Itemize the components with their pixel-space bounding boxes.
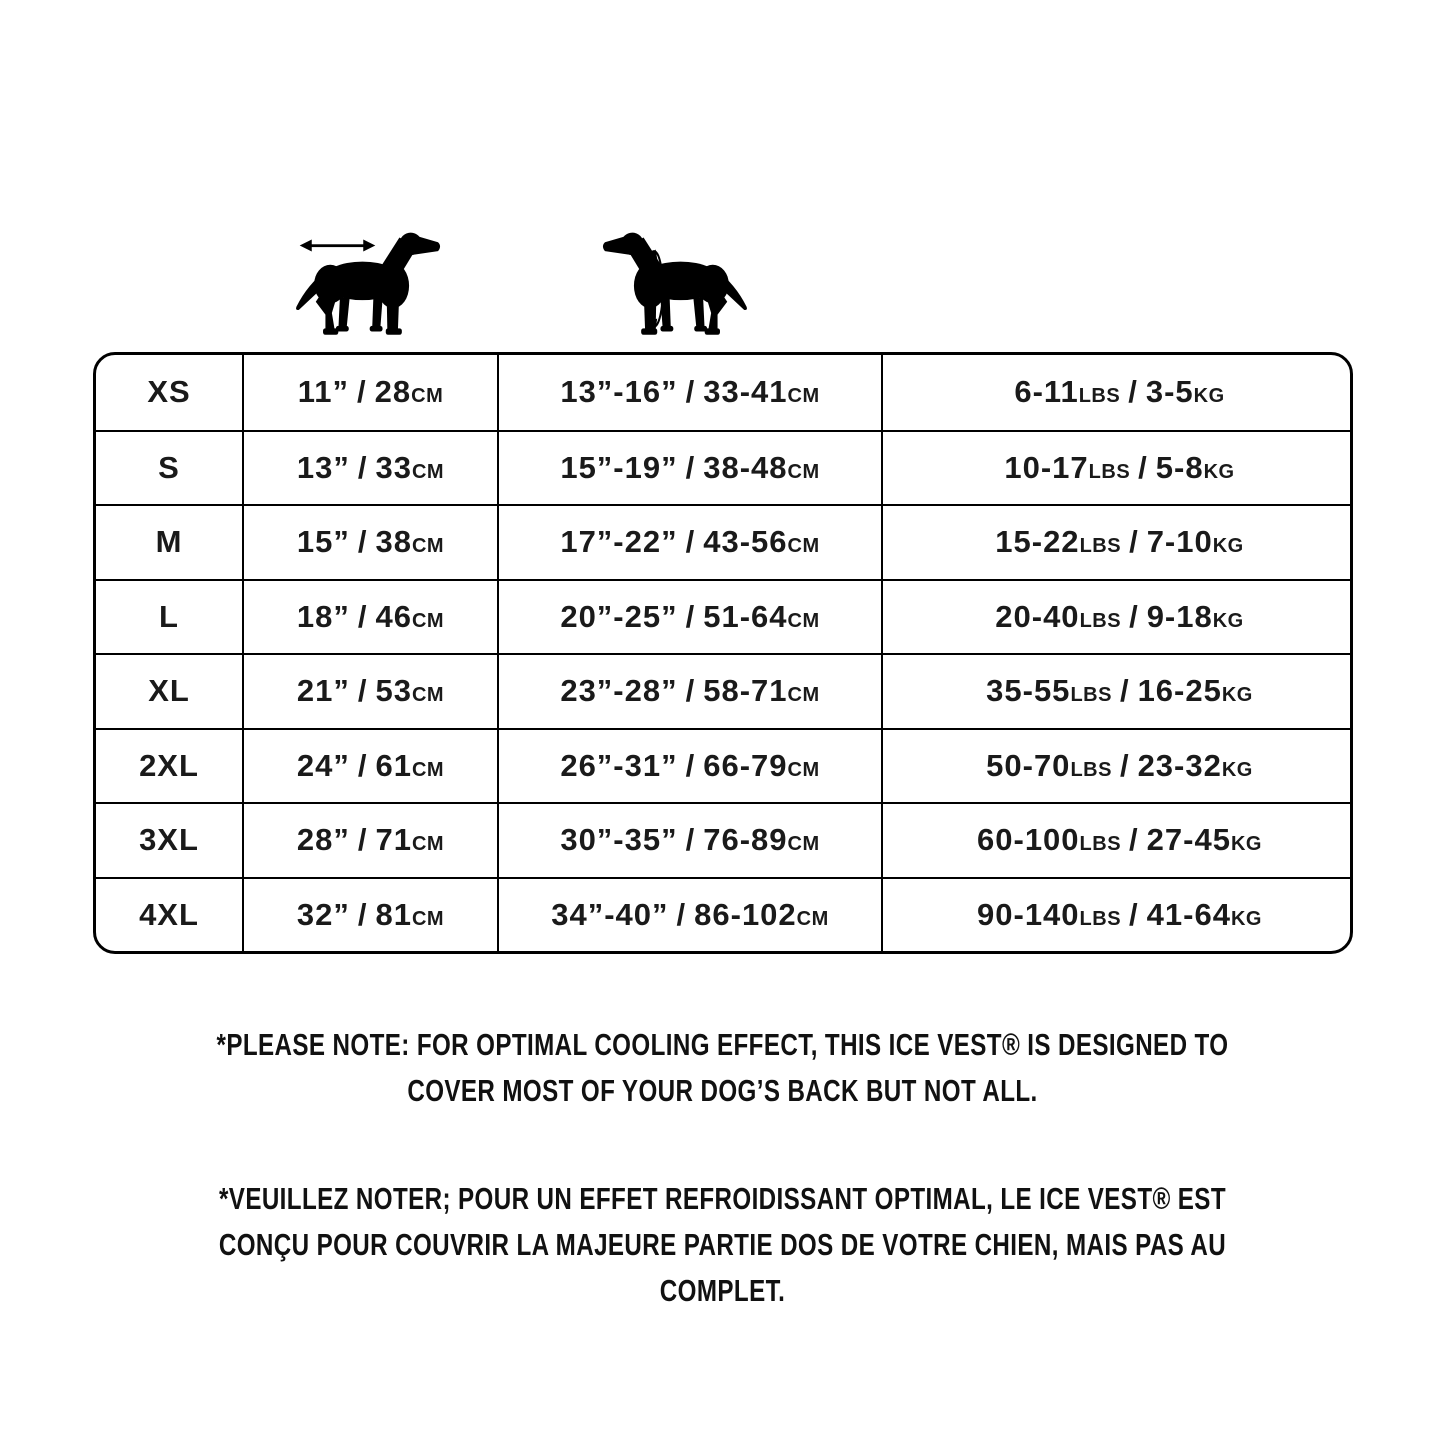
back-length-cell: 32”/81CM	[242, 878, 497, 951]
weight-cell: 6-11LBS/3-5KG	[881, 355, 1350, 430]
size-label: XS	[147, 374, 191, 410]
dog-back-length-icon	[296, 232, 441, 335]
table-row: L 18”/46CM 20”-25”/51-64CM 20-40LBS/9-18…	[96, 578, 1350, 654]
size-cell: 2XL	[96, 730, 242, 803]
size-label: 4XL	[139, 896, 199, 932]
girth-cell: 15”-19”/38-48CM	[497, 431, 881, 504]
back-length-cell: 13”/33CM	[242, 431, 497, 504]
weight-cell: 20-40LBS/9-18KG	[881, 580, 1350, 653]
back-length-value: 28”/71CM	[296, 822, 445, 858]
girth-value: 26”-31”/66-79CM	[560, 747, 820, 783]
girth-value: 23”-28”/58-71CM	[560, 673, 820, 709]
back-length-cell: 24”/61CM	[242, 729, 497, 802]
weight-value: 60-100LBS/27-45KG	[977, 822, 1262, 858]
size-cell: 4XL	[96, 879, 242, 952]
weight-value: 20-40LBS/9-18KG	[995, 598, 1244, 634]
girth-cell: 23”-28”/58-71CM	[497, 655, 881, 728]
dog-silhouette	[296, 232, 441, 335]
table-row: 3XL 28”/71CM 30”-35”/76-89CM 60-100LBS/2…	[96, 802, 1350, 877]
size-label: L	[159, 598, 179, 634]
back-length-value: 11”/28CM	[297, 374, 444, 410]
size-cell: XL	[96, 655, 242, 728]
length-arrow-icon	[299, 239, 376, 252]
weight-cell: 50-70LBS/23-32KG	[881, 729, 1350, 802]
weight-value: 15-22LBS/7-10KG	[995, 524, 1244, 560]
note-french: *VEUILLEZ NOTER; POUR UN EFFET REFROIDIS…	[218, 1181, 1227, 1308]
girth-cell: 30”-35”/76-89CM	[497, 804, 881, 877]
table-row: 2XL 24”/61CM 26”-31”/66-79CM 50-70LBS/23…	[96, 727, 1350, 803]
weight-value: 6-11LBS/3-5KG	[1014, 374, 1225, 410]
girth-cell: 17”-22”/43-56CM	[497, 506, 881, 579]
back-length-cell: 15”/38CM	[242, 506, 497, 579]
size-cell: L	[96, 581, 242, 654]
size-label: S	[158, 449, 180, 485]
girth-arrow-icon	[644, 249, 664, 329]
weight-cell: 10-17LBS/5-8KG	[881, 431, 1350, 504]
weight-value: 90-140LBS/41-64KG	[977, 896, 1262, 932]
size-table: XS 11”/28CM 13”-16”/33-41CM 6-11LBS/3-5K…	[93, 352, 1353, 954]
girth-value: 13”-16”/33-41CM	[560, 374, 820, 410]
girth-value: 20”-25”/51-64CM	[560, 598, 820, 634]
note-english: *PLEASE NOTE: FOR OPTIMAL COOLING EFFECT…	[216, 1027, 1229, 1108]
back-length-cell: 21”/53CM	[242, 655, 497, 728]
back-length-cell: 28”/71CM	[242, 804, 497, 877]
back-length-cell: 11”/28CM	[242, 355, 497, 430]
table-row: M 15”/38CM 17”-22”/43-56CM 15-22LBS/7-10…	[96, 504, 1350, 579]
weight-cell: 90-140LBS/41-64KG	[881, 878, 1350, 951]
size-cell: XS	[96, 355, 242, 430]
weight-cell: 15-22LBS/7-10KG	[881, 506, 1350, 579]
back-length-value: 18”/46CM	[296, 598, 445, 634]
weight-value: 50-70LBS/23-32KG	[986, 747, 1253, 783]
girth-cell: 13”-16”/33-41CM	[497, 355, 881, 430]
size-label: M	[155, 524, 183, 560]
size-label: 3XL	[139, 822, 199, 858]
dog-silhouette	[602, 232, 747, 335]
back-length-value: 24”/61CM	[296, 747, 445, 783]
girth-value: 17”-22”/43-56CM	[560, 524, 820, 560]
table-row: 4XL 32”/81CM 34”-40”/86-102CM 90-140LBS /…	[96, 876, 1350, 952]
girth-cell: 34”-40”/86-102CM	[497, 878, 881, 951]
back-length-cell: 18”/46CM	[242, 580, 497, 653]
back-length-value: 15”/38CM	[296, 524, 445, 560]
girth-value: 15”-19”/38-48CM	[560, 449, 820, 485]
table-row: S 13”/33CM 15”-19”/38-48CM 10-17LBS/5-8K…	[96, 429, 1350, 505]
girth-cell: 26”-31”/66-79CM	[497, 729, 881, 802]
weight-cell: 60-100LBS/27-45KG	[881, 804, 1350, 877]
dog-girth-icon	[602, 232, 747, 335]
table-row: XL 21”/53CM 23”-28”/58-71CM 35-55LBS/16-…	[96, 653, 1350, 728]
size-label: 2XL	[139, 747, 199, 783]
weight-value: 10-17LBS/5-8KG	[1004, 449, 1235, 485]
weight-value: 35-55LBS/16-25KG	[986, 673, 1253, 709]
back-length-value: 21”/53CM	[296, 673, 445, 709]
girth-cell: 20”-25”/51-64CM	[497, 580, 881, 653]
size-cell: 3XL	[96, 804, 242, 877]
weight-cell: 35-55LBS/16-25KG	[881, 655, 1350, 728]
size-cell: S	[96, 432, 242, 505]
size-cell: M	[96, 506, 242, 579]
back-length-value: 13”/33CM	[296, 449, 445, 485]
size-label: XL	[148, 673, 190, 709]
girth-value: 30”-35”/76-89CM	[560, 822, 820, 858]
table-row: XS 11”/28CM 13”-16”/33-41CM 6-11LBS/3-5K…	[96, 355, 1350, 430]
back-length-value: 32”/81CM	[296, 896, 445, 932]
girth-value: 34”-40”/86-102CM	[551, 896, 829, 932]
